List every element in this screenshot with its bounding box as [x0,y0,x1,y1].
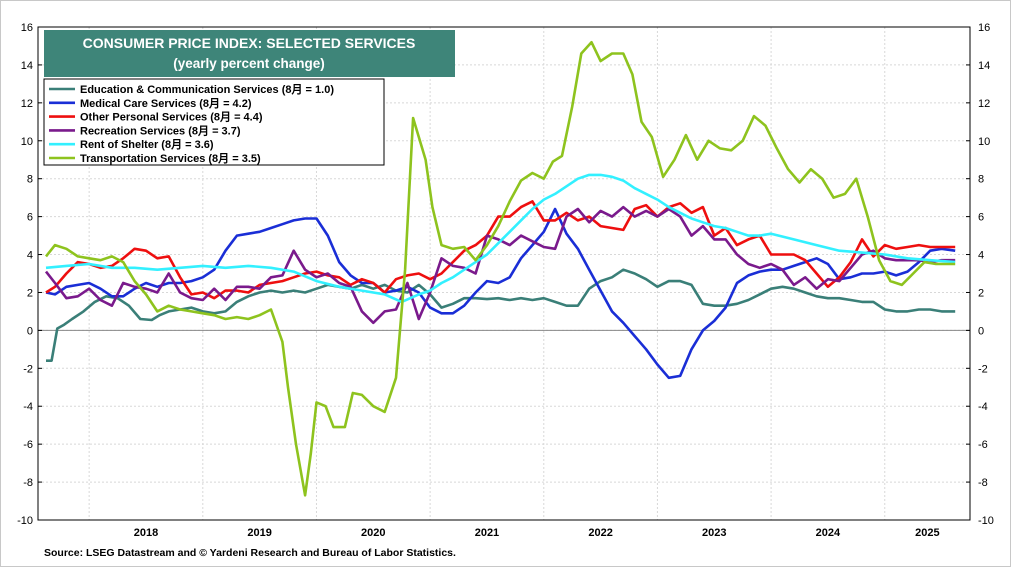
y-tick-label-left: -8 [23,477,33,489]
chart-subtitle: (yearly percent change) [173,56,325,71]
y-tick-label-right: -6 [978,439,988,451]
y-tick-label-left: 10 [21,136,33,148]
source-note: Source: LSEG Datastream and © Yardeni Re… [44,547,456,559]
legend-label: Recreation Services (8月 = 3.7) [80,124,241,137]
legend-label: Other Personal Services (8月 = 4.4) [80,111,263,124]
x-tick-label: 2022 [588,527,612,539]
y-tick-label-left: 14 [21,60,33,72]
y-tick-label-right: 4 [978,250,984,262]
y-tick-label-left: -10 [17,515,33,527]
y-tick-label-left: 12 [21,98,33,110]
y-tick-label-right: -8 [978,477,988,489]
chart-title: CONSUMER PRICE INDEX: SELECTED SERVICES [83,35,416,51]
y-tick-label-right: 14 [978,60,990,72]
series-line-1 [45,207,956,380]
y-tick-label-left: 2 [27,287,33,299]
y-tick-label-left: -4 [23,401,33,413]
legend-label: Medical Care Services (8月 = 4.2) [80,97,252,110]
y-tick-label-left: -6 [23,439,33,451]
y-tick-label-left: 4 [27,250,33,262]
y-tick-label-right: -10 [978,515,994,527]
y-tick-label-left: 16 [21,22,33,34]
series-line-0 [46,268,956,363]
series-line-4 [45,173,956,304]
y-tick-label-right: 10 [978,136,990,148]
y-tick-label-left: -2 [23,363,33,375]
title-box: CONSUMER PRICE INDEX: SELECTED SERVICES … [44,30,455,77]
y-tick-label-left: 0 [27,325,33,337]
x-axis: 2018 2019 2020 2021 2022 2023 2024 2025 [134,527,940,539]
plot-border [37,26,971,521]
legend-box [43,78,385,166]
title-background [44,30,455,77]
y-tick-label-right: -2 [978,363,988,375]
x-tick-label: 2023 [702,527,726,539]
series-line-3 [44,205,956,325]
x-tick-label: 2024 [816,527,841,539]
y-axis-right: -10 -8 -6 -4 -2 0 2 4 6 8 10 12 14 16 [966,22,994,527]
y-tick-label-right: 2 [978,287,984,299]
y-tick-label-right: -4 [978,401,988,413]
x-tick-label: 2020 [361,527,385,539]
legend-label: Education & Communication Services (8月 =… [80,83,334,96]
series-line-2 [45,200,956,300]
legend-label: Rent of Shelter (8月 = 3.6) [80,138,214,151]
x-tick-label: 2025 [915,527,939,539]
y-axis-left: -10 -8 -6 -4 -2 0 2 4 6 8 10 12 14 16 [17,22,42,527]
x-tick-label: 2018 [134,527,158,539]
legend-label: Transportation Services (8月 = 3.5) [80,152,261,165]
y-tick-label-right: 16 [978,22,990,34]
y-tick-label-right: 8 [978,174,984,186]
y-tick-label-right: 12 [978,98,990,110]
series-line-5 [44,40,956,497]
y-tick-label-right: 6 [978,212,984,224]
series-layer [44,40,956,497]
y-tick-label-left: 8 [27,174,33,186]
y-tick-label-right: 0 [978,325,984,337]
y-tick-label-left: 6 [27,212,33,224]
x-tick-label: 2021 [475,527,499,539]
x-tick-label: 2019 [247,527,271,539]
legend: Education & Communication Services (8月 =… [43,78,385,166]
